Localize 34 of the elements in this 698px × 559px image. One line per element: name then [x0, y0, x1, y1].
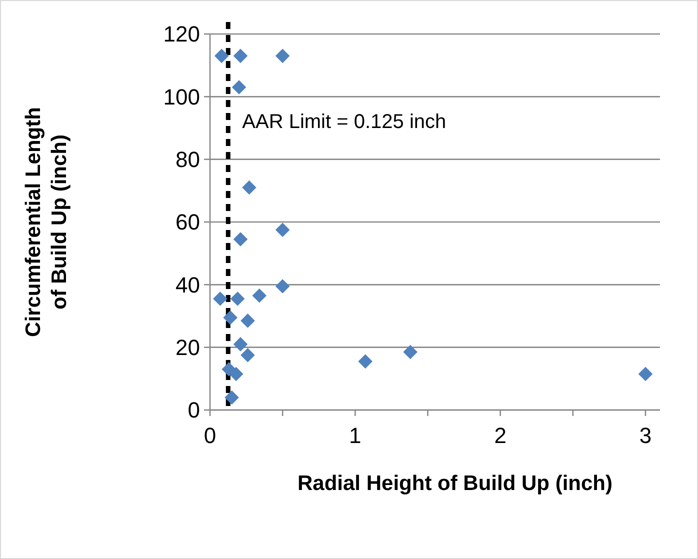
point [275, 48, 290, 64]
x-axis-title: Radial Height of Build Up (inch) [298, 472, 612, 495]
point [214, 48, 229, 64]
y-tick-label: 0 [188, 398, 200, 423]
point [358, 354, 372, 369]
point [252, 288, 266, 303]
y-tick-label: 120 [163, 22, 200, 47]
x-tick-label: 0 [204, 423, 216, 448]
x-tick-label: 3 [639, 423, 652, 448]
point [233, 48, 248, 64]
y-tick-label: 100 [163, 84, 200, 110]
y-tick-label: 20 [176, 335, 200, 360]
y-tick-label: 80 [176, 147, 200, 172]
point [233, 232, 248, 246]
point [224, 390, 239, 405]
point [230, 292, 245, 306]
point [228, 366, 244, 382]
y-tick-label: 40 [176, 272, 200, 298]
point [240, 314, 255, 328]
point [240, 348, 255, 362]
x-tick-label: 2 [494, 423, 506, 448]
ref-line-label: AAR Limit = 0.125 inch [242, 111, 446, 133]
x-tick-label: 1 [349, 423, 362, 448]
point [275, 222, 290, 237]
point [232, 80, 246, 94]
point [233, 337, 248, 352]
point [403, 344, 418, 360]
y-tick-label: 60 [176, 210, 200, 235]
point [638, 366, 653, 382]
point [275, 279, 290, 294]
point [223, 310, 238, 325]
point [213, 292, 228, 306]
y-axis-title: Circumferential Length of Build Up (inch) [22, 107, 71, 337]
point [242, 180, 256, 195]
